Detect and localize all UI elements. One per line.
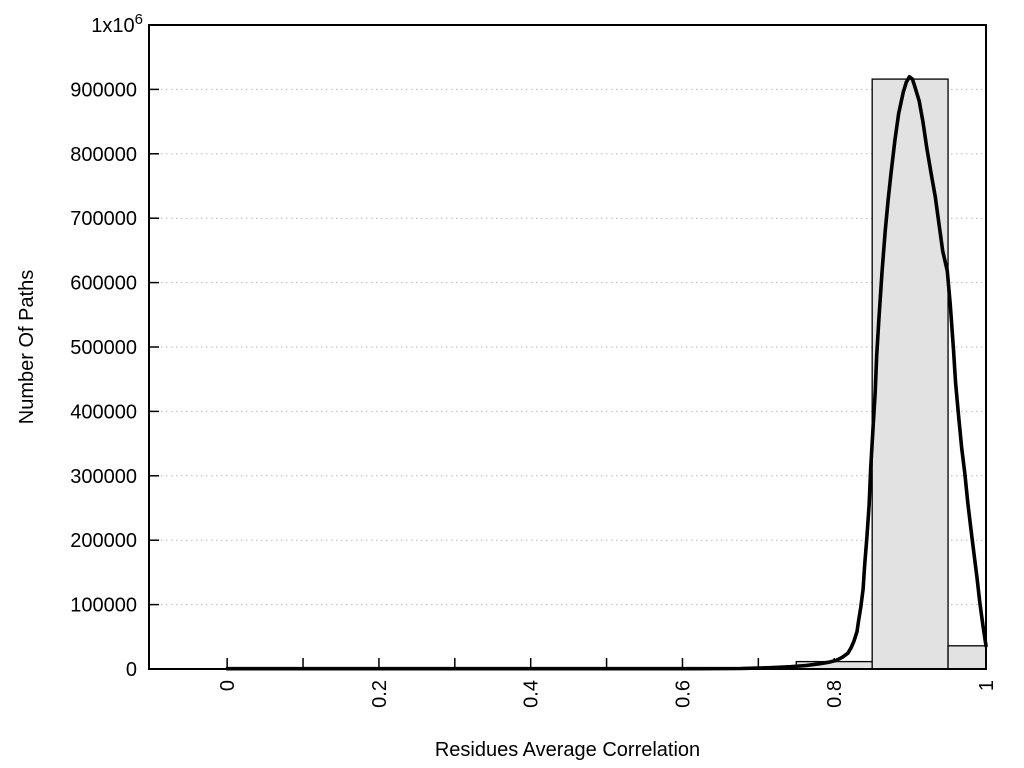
x-tick-label: 0.6 xyxy=(672,680,694,708)
y-tick-label: 600000 xyxy=(70,273,137,295)
y-tick-label: 100000 xyxy=(70,595,137,617)
x-axis-title: Residues Average Correlation xyxy=(435,739,700,761)
plot-border xyxy=(148,24,987,670)
x-tick-label: 0.8 xyxy=(824,680,846,708)
border-layer xyxy=(148,24,987,670)
y-tick-label: 700000 xyxy=(70,208,137,230)
x-tick-label: 0.2 xyxy=(369,680,391,708)
x-tick-label: 0 xyxy=(217,680,239,691)
y-axis-title: Number Of Paths xyxy=(16,270,38,425)
histogram-bar xyxy=(871,78,949,670)
x-tick-label: 0.4 xyxy=(521,680,543,708)
y-tick-label: 500000 xyxy=(70,337,137,359)
gaussian-fit-curve xyxy=(225,75,988,671)
grid-layer xyxy=(151,88,984,606)
y-tick-label: 800000 xyxy=(70,144,137,166)
y-tick-label: 900000 xyxy=(70,79,137,101)
histogram-bar xyxy=(947,645,987,670)
y-tick-label: 400000 xyxy=(70,401,137,423)
curve-layer xyxy=(225,75,988,671)
y-tick-label: 200000 xyxy=(70,530,137,552)
y-tick-label: 0 xyxy=(126,659,137,681)
x-tick-label: 1 xyxy=(976,680,998,691)
y-tick-label: 300000 xyxy=(70,466,137,488)
y-tick-label: 1x106 xyxy=(91,11,143,37)
label-layer: 0 100000 200000 300000 400000 500000 600000 700… xyxy=(16,11,998,761)
